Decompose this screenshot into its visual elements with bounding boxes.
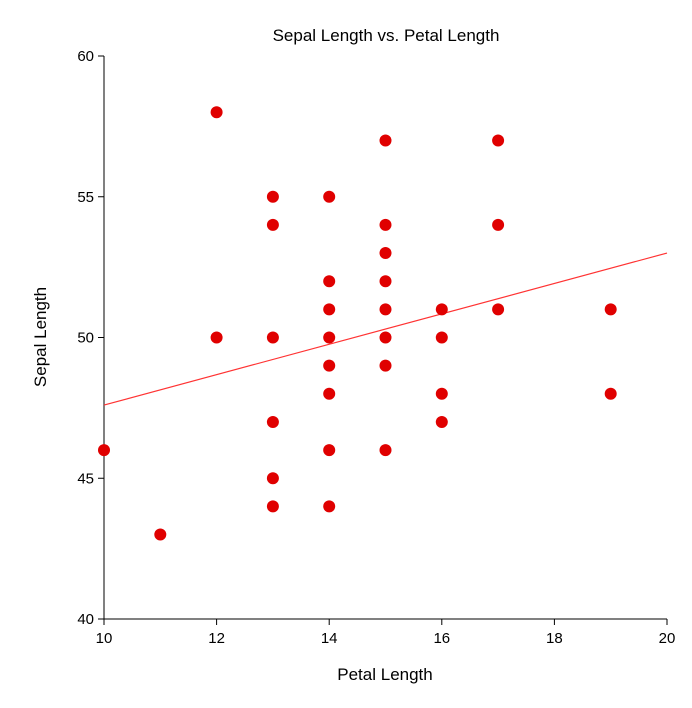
- data-point: [154, 528, 167, 541]
- y-ticks: 40 45 50 55 60: [77, 48, 104, 628]
- data-point: [379, 331, 392, 344]
- data-point: [492, 303, 505, 316]
- data-point: [266, 190, 279, 203]
- data-point: [266, 500, 279, 513]
- data-point: [435, 303, 448, 316]
- data-point: [435, 415, 448, 428]
- data-point: [604, 303, 617, 316]
- data-point: [435, 387, 448, 400]
- data-point: [323, 331, 336, 344]
- data-point: [323, 303, 336, 316]
- x-tick-label: 12: [208, 630, 225, 647]
- y-tick-label: 45: [77, 470, 94, 487]
- data-point: [266, 218, 279, 231]
- y-tick-label: 40: [77, 611, 94, 628]
- data-point: [266, 472, 279, 485]
- data-point: [323, 387, 336, 400]
- data-point: [210, 106, 223, 119]
- x-tick-label: 18: [546, 630, 563, 647]
- trend-line: [103, 252, 668, 406]
- data-point: [379, 247, 392, 260]
- x-axis-title: Petal Length: [337, 665, 432, 684]
- y-tick-label: 55: [77, 189, 94, 206]
- data-point: [210, 331, 223, 344]
- data-point: [323, 359, 336, 372]
- x-ticks: 10 12 14 16 18 20: [96, 619, 676, 647]
- y-tick-label: 50: [77, 330, 94, 347]
- data-point: [323, 190, 336, 203]
- y-tick-label: 60: [77, 48, 94, 65]
- x-tick-label: 16: [433, 630, 450, 647]
- data-point: [323, 275, 336, 288]
- data-point: [266, 415, 279, 428]
- data-point: [379, 303, 392, 316]
- data-point: [379, 134, 392, 147]
- data-point: [266, 331, 279, 344]
- x-tick-label: 20: [659, 630, 676, 647]
- data-point: [323, 500, 336, 513]
- points-layer: [98, 106, 617, 541]
- data-point: [379, 359, 392, 372]
- data-point: [379, 444, 392, 457]
- chart-title: Sepal Length vs. Petal Length: [273, 26, 500, 45]
- x-tick-label: 10: [96, 630, 113, 647]
- data-point: [492, 218, 505, 231]
- trendline-layer: [103, 252, 668, 406]
- data-point: [604, 387, 617, 400]
- data-point: [379, 218, 392, 231]
- y-axis-title: Sepal Length: [31, 287, 50, 387]
- data-point: [435, 331, 448, 344]
- data-point: [379, 275, 392, 288]
- data-point: [492, 134, 505, 147]
- x-tick-label: 14: [321, 630, 338, 647]
- data-point: [98, 444, 110, 457]
- data-point: [323, 444, 336, 457]
